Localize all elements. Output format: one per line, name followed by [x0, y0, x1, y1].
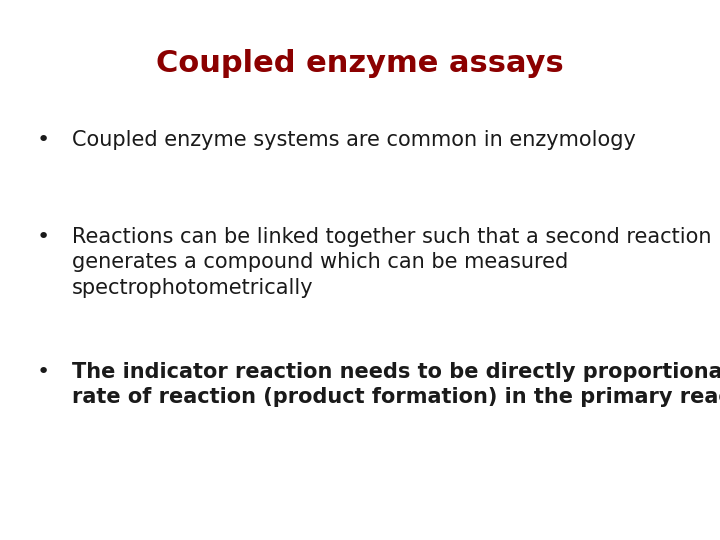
Text: •: •	[37, 362, 50, 382]
Text: •: •	[37, 227, 50, 247]
Text: •: •	[37, 130, 50, 150]
Text: The indicator reaction needs to be directly proportional to the
rate of reaction: The indicator reaction needs to be direc…	[72, 362, 720, 407]
Text: Coupled enzyme assays: Coupled enzyme assays	[156, 49, 564, 78]
Text: Reactions can be linked together such that a second reaction
generates a compoun: Reactions can be linked together such th…	[72, 227, 711, 298]
Text: Coupled enzyme systems are common in enzymology: Coupled enzyme systems are common in enz…	[72, 130, 636, 150]
